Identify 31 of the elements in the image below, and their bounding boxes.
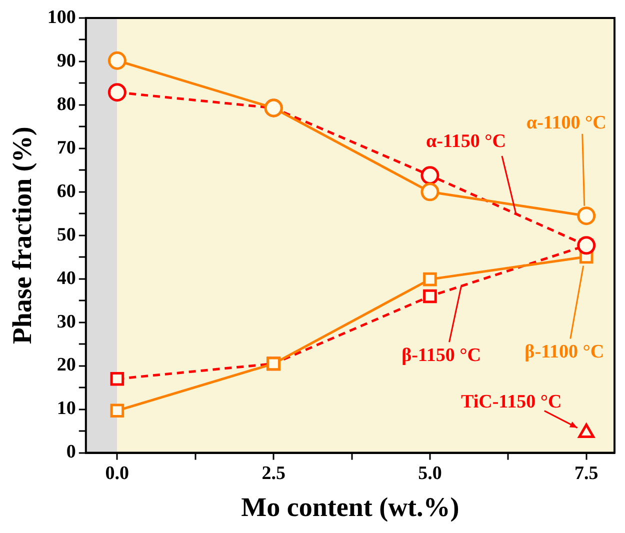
point bbox=[423, 272, 437, 286]
y-tick-label: 90 bbox=[56, 50, 76, 72]
point bbox=[577, 206, 596, 226]
x-tick-label: 7.5 bbox=[574, 463, 598, 484]
point bbox=[110, 404, 124, 418]
y-tick-label: 0 bbox=[66, 442, 76, 463]
point bbox=[108, 51, 126, 70]
series-label: α-1150 °C bbox=[426, 130, 506, 152]
y-axis-title: Phase fraction (%) bbox=[7, 126, 38, 344]
point bbox=[110, 372, 124, 386]
y-tick-label: 10 bbox=[56, 398, 76, 420]
y-tick-label: 40 bbox=[56, 268, 76, 289]
y-tick-label: 30 bbox=[56, 311, 76, 332]
series-label: β-1150 °C bbox=[402, 345, 481, 366]
y-tick-label: 20 bbox=[56, 354, 76, 376]
text: α-1100 °C bbox=[526, 112, 606, 134]
point bbox=[420, 166, 440, 185]
point bbox=[420, 182, 440, 202]
y-tick-label: 80 bbox=[56, 94, 76, 115]
series-label: TiC-1150 °C bbox=[461, 392, 562, 413]
x-tick-label: 5.0 bbox=[418, 463, 442, 484]
y-tick-label: 60 bbox=[56, 180, 76, 202]
y-tick-label: 100 bbox=[47, 6, 76, 28]
x-axis-title: Mo content (wt.%) bbox=[241, 492, 460, 522]
y-tick-label: 70 bbox=[56, 137, 76, 158]
x-tick-label: 2.5 bbox=[262, 463, 286, 484]
point bbox=[423, 289, 437, 304]
text: β-1100 °C bbox=[524, 342, 604, 363]
y-tick-label: 50 bbox=[56, 224, 76, 246]
point bbox=[108, 83, 126, 102]
x-tick-label: 0.0 bbox=[105, 463, 130, 484]
